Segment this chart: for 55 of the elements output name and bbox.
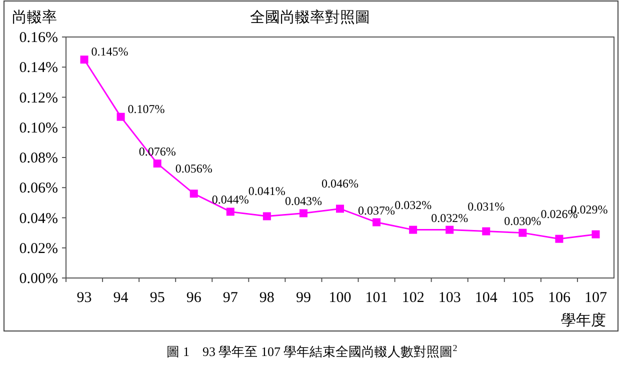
x-tick-label: 99 — [296, 290, 311, 306]
point — [482, 227, 490, 236]
point — [80, 56, 88, 64]
data-label: 0.056% — [175, 162, 212, 176]
data-label: 0.032% — [394, 198, 432, 212]
data-label: 0.032% — [431, 210, 468, 225]
x-tick-label: 105 — [511, 290, 534, 306]
y-tick-label: 0.10% — [19, 120, 58, 136]
x-tick-label: 95 — [150, 290, 165, 306]
point — [409, 226, 418, 234]
point — [153, 160, 162, 168]
x-tick-label: 97 — [222, 290, 238, 306]
x-tick-label: 96 — [186, 290, 202, 306]
x-tick-label: 94 — [113, 290, 129, 306]
point — [262, 212, 271, 220]
point — [555, 234, 564, 243]
data-label: 0.030% — [504, 214, 542, 228]
x-tick-label: 101 — [365, 290, 388, 306]
point — [336, 204, 344, 213]
point — [446, 226, 454, 234]
y-tick-label: 0.12% — [19, 90, 58, 106]
y-tick-label: 0.00% — [19, 271, 58, 287]
x-tick-label: 104 — [474, 290, 498, 306]
y-tick-label: 0.06% — [19, 180, 58, 197]
point — [116, 112, 125, 121]
x-tick-label: 107 — [584, 290, 608, 306]
data-label: 0.031% — [468, 199, 505, 214]
data-label: 0.046% — [322, 176, 358, 191]
x-tick-label: 98 — [259, 290, 274, 306]
chart-title: 全國尚輟率對照圖 — [250, 9, 370, 26]
data-label: 0.041% — [248, 184, 286, 198]
point — [226, 208, 234, 216]
x-tick-label: 100 — [328, 290, 352, 306]
data-label: 0.145% — [91, 44, 128, 59]
y-tick-label: 0.16% — [19, 30, 58, 46]
y-tick-label: 0.02% — [19, 240, 58, 257]
x-tick-label: 93 — [76, 290, 92, 306]
data-label: 0.044% — [212, 192, 249, 207]
point — [518, 228, 527, 237]
point — [190, 190, 198, 198]
x-tick-label: 103 — [438, 290, 461, 306]
data-label: 0.043% — [284, 194, 322, 208]
point — [372, 218, 381, 226]
y-tick-label: 0.14% — [19, 60, 58, 76]
x-tick-label: 106 — [548, 290, 571, 306]
point — [299, 209, 308, 218]
y-tick-label: 0.08% — [19, 150, 58, 166]
caption: 圖 1 93 學年至 107 學年結束全國尚輟人數對照圖$^{2}$ — [166, 343, 458, 359]
y-axis-title: 尚輟率 — [12, 9, 57, 26]
x-axis-title: 學年度 — [561, 312, 606, 329]
x-tick-label: 102 — [402, 290, 424, 306]
point — [592, 230, 600, 238]
y-tick-label: 0.04% — [19, 210, 58, 227]
data-label: 0.037% — [358, 203, 396, 218]
data-label: 0.107% — [128, 102, 165, 116]
